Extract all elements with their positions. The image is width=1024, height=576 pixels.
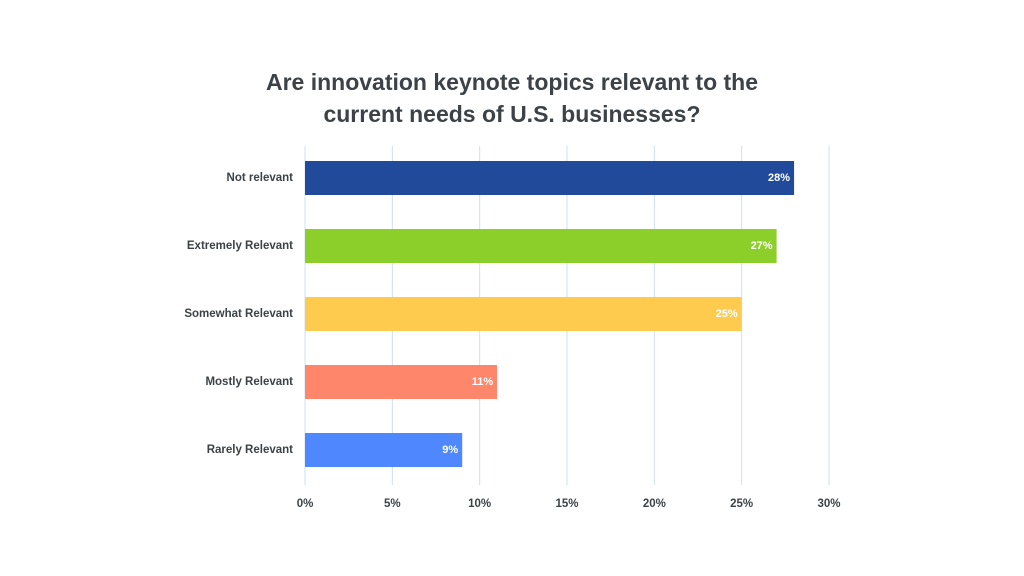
data-label-2: 25%	[716, 308, 738, 320]
x-tick-label-4: 20%	[643, 498, 666, 510]
x-tick-label-1: 5%	[384, 498, 401, 510]
category-label-3: Mostly Relevant	[205, 376, 293, 388]
x-tick-label-2: 10%	[468, 498, 491, 510]
bar-2	[305, 297, 742, 331]
x-tick-label-3: 15%	[555, 498, 578, 510]
x-tick-label-0: 0%	[297, 498, 314, 510]
bars	[305, 161, 795, 467]
category-labels: Not relevant Extremely Relevant Somewhat R…	[184, 172, 293, 456]
data-label-0: 28%	[768, 172, 790, 184]
bar-3	[305, 365, 498, 399]
data-label-1: 27%	[751, 240, 773, 252]
x-tick-label-6: 30%	[817, 498, 840, 510]
bar-0	[305, 161, 795, 195]
chart-title: Are innovation keynote topics relevant t…	[0, 66, 1024, 130]
category-label-2: Somewhat Relevant	[184, 308, 293, 320]
x-axis-tick-labels: 0% 5% 10% 15% 20% 25% 30%	[297, 498, 841, 510]
category-label-4: Rarely Relevant	[207, 444, 293, 456]
x-tick-label-5: 25%	[730, 498, 753, 510]
category-label-0: Not relevant	[227, 172, 294, 184]
chart-title-line-2: current needs of U.S. businesses?	[323, 101, 701, 127]
data-label-4: 9%	[442, 444, 458, 456]
data-labels: 28% 27% 25% 11% 9%	[442, 172, 790, 456]
bar-1	[305, 229, 777, 263]
chart-title-line-1: Are innovation keynote topics relevant t…	[265, 69, 759, 95]
bar-4	[305, 433, 463, 467]
data-label-3: 11%	[472, 376, 494, 388]
category-label-1: Extremely Relevant	[187, 240, 293, 252]
